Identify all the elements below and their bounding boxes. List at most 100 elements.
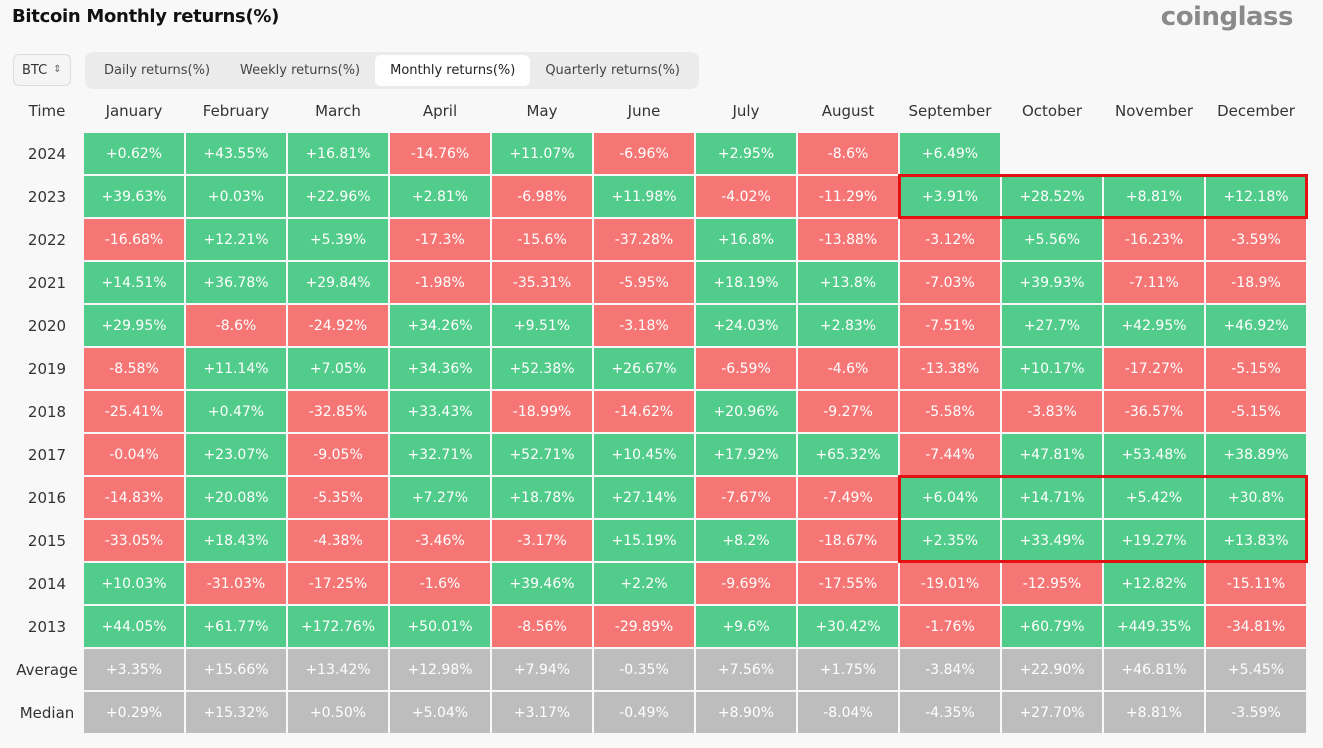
return-cell: +10.17% [1002,348,1102,389]
return-cell: +20.96% [696,391,796,432]
return-cell: -15.11% [1206,563,1306,604]
return-cell: +16.8% [696,219,796,260]
return-cell: +3.91% [900,176,1000,217]
year-row-label: 2024 [27,144,67,163]
summary-return-cell: -4.35% [900,692,1000,733]
return-cell: +0.03% [186,176,286,217]
return-cell: -11.29% [798,176,898,217]
return-cell: -13.38% [900,348,1000,389]
asset-select[interactable]: BTC ⇕ [13,54,71,86]
return-cell: +9.6% [696,606,796,647]
return-cell: +36.78% [186,262,286,303]
year-row-label: 2019 [27,359,67,378]
summary-return-cell: +3.17% [492,692,592,733]
return-cell: +6.49% [900,133,1000,174]
return-cell: -5.15% [1206,348,1306,389]
return-cell: -6.98% [492,176,592,217]
return-cell: +11.14% [186,348,286,389]
return-cell: -7.49% [798,477,898,518]
return-cell: -3.17% [492,520,592,561]
return-cell: -18.99% [492,391,592,432]
year-row-label: 2013 [27,617,67,636]
return-cell: +47.81% [1002,434,1102,475]
return-cell: -34.81% [1206,606,1306,647]
returns-period-tabs: Daily returns(%) Weekly returns(%) Month… [85,52,700,89]
summary-row-label: Average [16,660,78,679]
return-cell: +29.95% [84,305,184,346]
brand-logo[interactable]: coinglass [1160,2,1294,32]
return-cell: -1.6% [390,563,490,604]
return-cell: +13.83% [1206,520,1306,561]
return-cell: +34.36% [390,348,490,389]
year-row-label: 2015 [27,531,67,550]
return-cell: +39.46% [492,563,592,604]
page-title: Bitcoin Monthly returns(%) [12,6,280,27]
summary-return-cell: +3.35% [84,649,184,690]
return-cell: -5.95% [594,262,694,303]
return-cell: -6.96% [594,133,694,174]
return-cell: -16.68% [84,219,184,260]
return-cell: -8.6% [186,305,286,346]
return-cell: +38.89% [1206,434,1306,475]
return-cell: +18.43% [186,520,286,561]
return-cell: -4.6% [798,348,898,389]
return-cell: -7.44% [900,434,1000,475]
return-cell: -7.67% [696,477,796,518]
return-cell: +12.21% [186,219,286,260]
return-cell: -29.89% [594,606,694,647]
month-column-header: February [202,101,270,120]
return-cell: +20.08% [186,477,286,518]
month-column-header: August [821,101,875,120]
summary-return-cell: +8.90% [696,692,796,733]
return-cell: -17.27% [1104,348,1204,389]
return-cell: +7.27% [390,477,490,518]
return-cell: +33.43% [390,391,490,432]
return-cell: -5.35% [288,477,388,518]
summary-return-cell: +27.70% [1002,692,1102,733]
year-row-label: 2020 [27,316,67,335]
month-column-header: June [627,101,661,120]
return-cell: -31.03% [186,563,286,604]
return-cell: +5.56% [1002,219,1102,260]
summary-return-cell: +7.56% [696,649,796,690]
return-cell: +30.8% [1206,477,1306,518]
summary-return-cell: -3.59% [1206,692,1306,733]
return-cell: +52.71% [492,434,592,475]
year-row-label: 2017 [27,445,67,464]
chevron-up-down-icon: ⇕ [53,64,62,75]
return-cell: +24.03% [696,305,796,346]
summary-return-cell: +1.75% [798,649,898,690]
year-row-label: 2023 [27,187,67,206]
return-cell: +50.01% [390,606,490,647]
return-cell: +18.78% [492,477,592,518]
month-column-header: March [315,101,361,120]
summary-return-cell: -0.49% [594,692,694,733]
return-cell: +8.81% [1104,176,1204,217]
return-cell: -14.83% [84,477,184,518]
return-cell: +12.82% [1104,563,1204,604]
summary-return-cell: -8.04% [798,692,898,733]
return-cell: +8.2% [696,520,796,561]
tab-daily-returns[interactable]: Daily returns(%) [104,63,211,78]
return-cell: +22.96% [288,176,388,217]
summary-return-cell: +12.98% [390,649,490,690]
return-cell: -3.83% [1002,391,1102,432]
month-column-header: January [105,101,163,120]
return-cell: +61.77% [186,606,286,647]
tab-weekly-returns[interactable]: Weekly returns(%) [240,63,361,78]
return-cell: +60.79% [1002,606,1102,647]
return-cell: -13.88% [798,219,898,260]
tab-monthly-returns[interactable]: Monthly returns(%) [375,55,531,86]
return-cell: -3.12% [900,219,1000,260]
return-cell: -17.55% [798,563,898,604]
return-cell: +5.42% [1104,477,1204,518]
return-cell: +23.07% [186,434,286,475]
return-cell: -9.69% [696,563,796,604]
return-cell: -7.03% [900,262,1000,303]
tab-quarterly-returns[interactable]: Quarterly returns(%) [545,63,681,78]
return-cell: +12.18% [1206,176,1306,217]
return-cell: +27.14% [594,477,694,518]
return-cell: +33.49% [1002,520,1102,561]
return-cell: +26.67% [594,348,694,389]
return-cell: +10.03% [84,563,184,604]
